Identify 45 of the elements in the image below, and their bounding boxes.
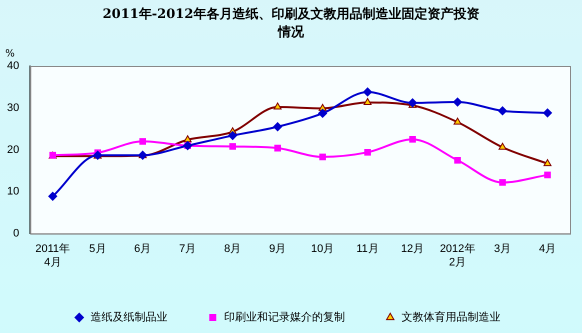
x-tick-label: 2011年 4月 xyxy=(35,243,70,268)
x-tick-label: 3月 xyxy=(494,243,512,256)
x-tick-label: 8月 xyxy=(224,243,242,256)
y-tick-label: 10 xyxy=(6,186,20,198)
point xyxy=(409,136,416,143)
y-tick-label: 20 xyxy=(6,144,20,156)
point xyxy=(454,118,462,125)
point xyxy=(454,156,461,164)
legend-label: 造纸及纸制品业 xyxy=(90,310,168,324)
point xyxy=(498,106,508,116)
y-axis-title: % xyxy=(5,48,15,60)
point xyxy=(274,102,282,110)
y-tick-label: 30 xyxy=(6,102,20,114)
point xyxy=(184,135,192,142)
y-tick-label: 0 xyxy=(13,228,20,240)
x-tick-label: 9月 xyxy=(269,243,286,256)
point xyxy=(48,192,58,201)
chart-title: 2011年-2012年各月造纸、印刷及文教用品制造业固定资产投资情况 xyxy=(102,6,480,42)
x-tick-label: 10月 xyxy=(310,243,334,256)
point xyxy=(363,87,372,96)
point xyxy=(498,142,506,150)
y-tick-label: 40 xyxy=(6,60,20,72)
point xyxy=(139,138,146,145)
x-tick-label: 11月 xyxy=(356,243,379,256)
point xyxy=(364,148,371,156)
point xyxy=(364,98,372,105)
point xyxy=(499,179,506,186)
point xyxy=(544,172,551,178)
point xyxy=(544,159,552,166)
legend-label: 印刷业和记录媒介的复制 xyxy=(224,310,345,324)
legend-label: 文教体育用品制造业 xyxy=(401,310,500,324)
point xyxy=(318,108,328,118)
x-tick-label: 2012年 2月 xyxy=(440,243,476,268)
x-tick-label: 7月 xyxy=(179,243,196,256)
x-tick-label: 4月 xyxy=(538,243,556,256)
point xyxy=(273,122,282,132)
point xyxy=(274,144,281,152)
point xyxy=(229,143,236,150)
point xyxy=(228,131,238,140)
x-tick-label: 5月 xyxy=(89,243,106,256)
point xyxy=(543,108,552,118)
x-tick-label: 6月 xyxy=(134,243,152,256)
x-tick-label: 12月 xyxy=(400,243,424,256)
point xyxy=(319,154,326,160)
point xyxy=(453,98,462,107)
